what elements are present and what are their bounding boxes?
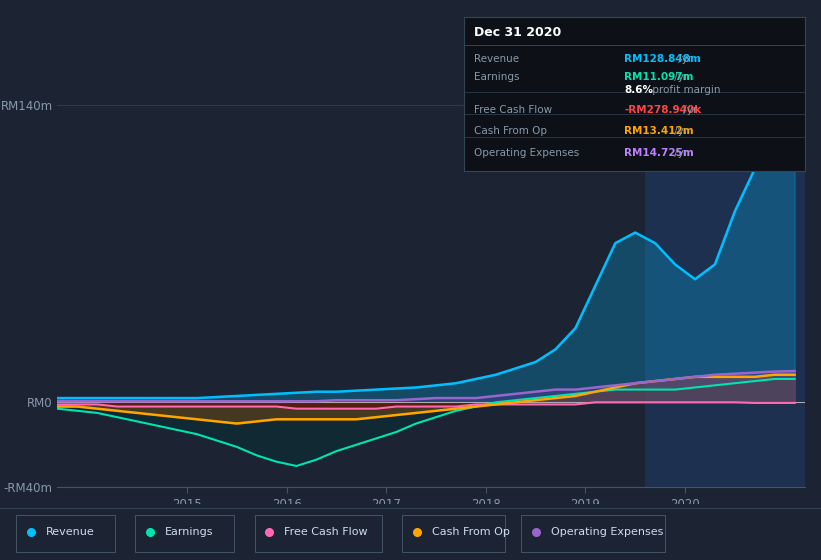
Text: Revenue: Revenue <box>474 54 519 64</box>
Text: RM14.725m: RM14.725m <box>624 148 694 158</box>
Text: /yr: /yr <box>680 105 697 115</box>
Text: RM13.412m: RM13.412m <box>624 126 694 136</box>
Text: Operating Expenses: Operating Expenses <box>551 527 663 537</box>
Text: Free Cash Flow: Free Cash Flow <box>284 527 368 537</box>
Text: /yr: /yr <box>675 54 692 64</box>
Bar <box>645 84 814 487</box>
Text: 8.6%: 8.6% <box>624 85 653 95</box>
Text: /yr: /yr <box>671 72 688 82</box>
Text: Cash From Op: Cash From Op <box>474 126 547 136</box>
Text: Earnings: Earnings <box>474 72 520 82</box>
Text: Cash From Op: Cash From Op <box>432 527 510 537</box>
Text: Dec 31 2020: Dec 31 2020 <box>474 26 562 39</box>
Text: Operating Expenses: Operating Expenses <box>474 148 580 158</box>
Text: /yr: /yr <box>671 148 688 158</box>
Text: RM128.848m: RM128.848m <box>624 54 701 64</box>
Text: -RM278.940k: -RM278.940k <box>624 105 701 115</box>
Text: Revenue: Revenue <box>46 527 94 537</box>
Text: Earnings: Earnings <box>165 527 213 537</box>
Text: Free Cash Flow: Free Cash Flow <box>474 105 553 115</box>
Text: RM11.097m: RM11.097m <box>624 72 694 82</box>
Text: profit margin: profit margin <box>649 85 720 95</box>
Text: /yr: /yr <box>671 126 688 136</box>
